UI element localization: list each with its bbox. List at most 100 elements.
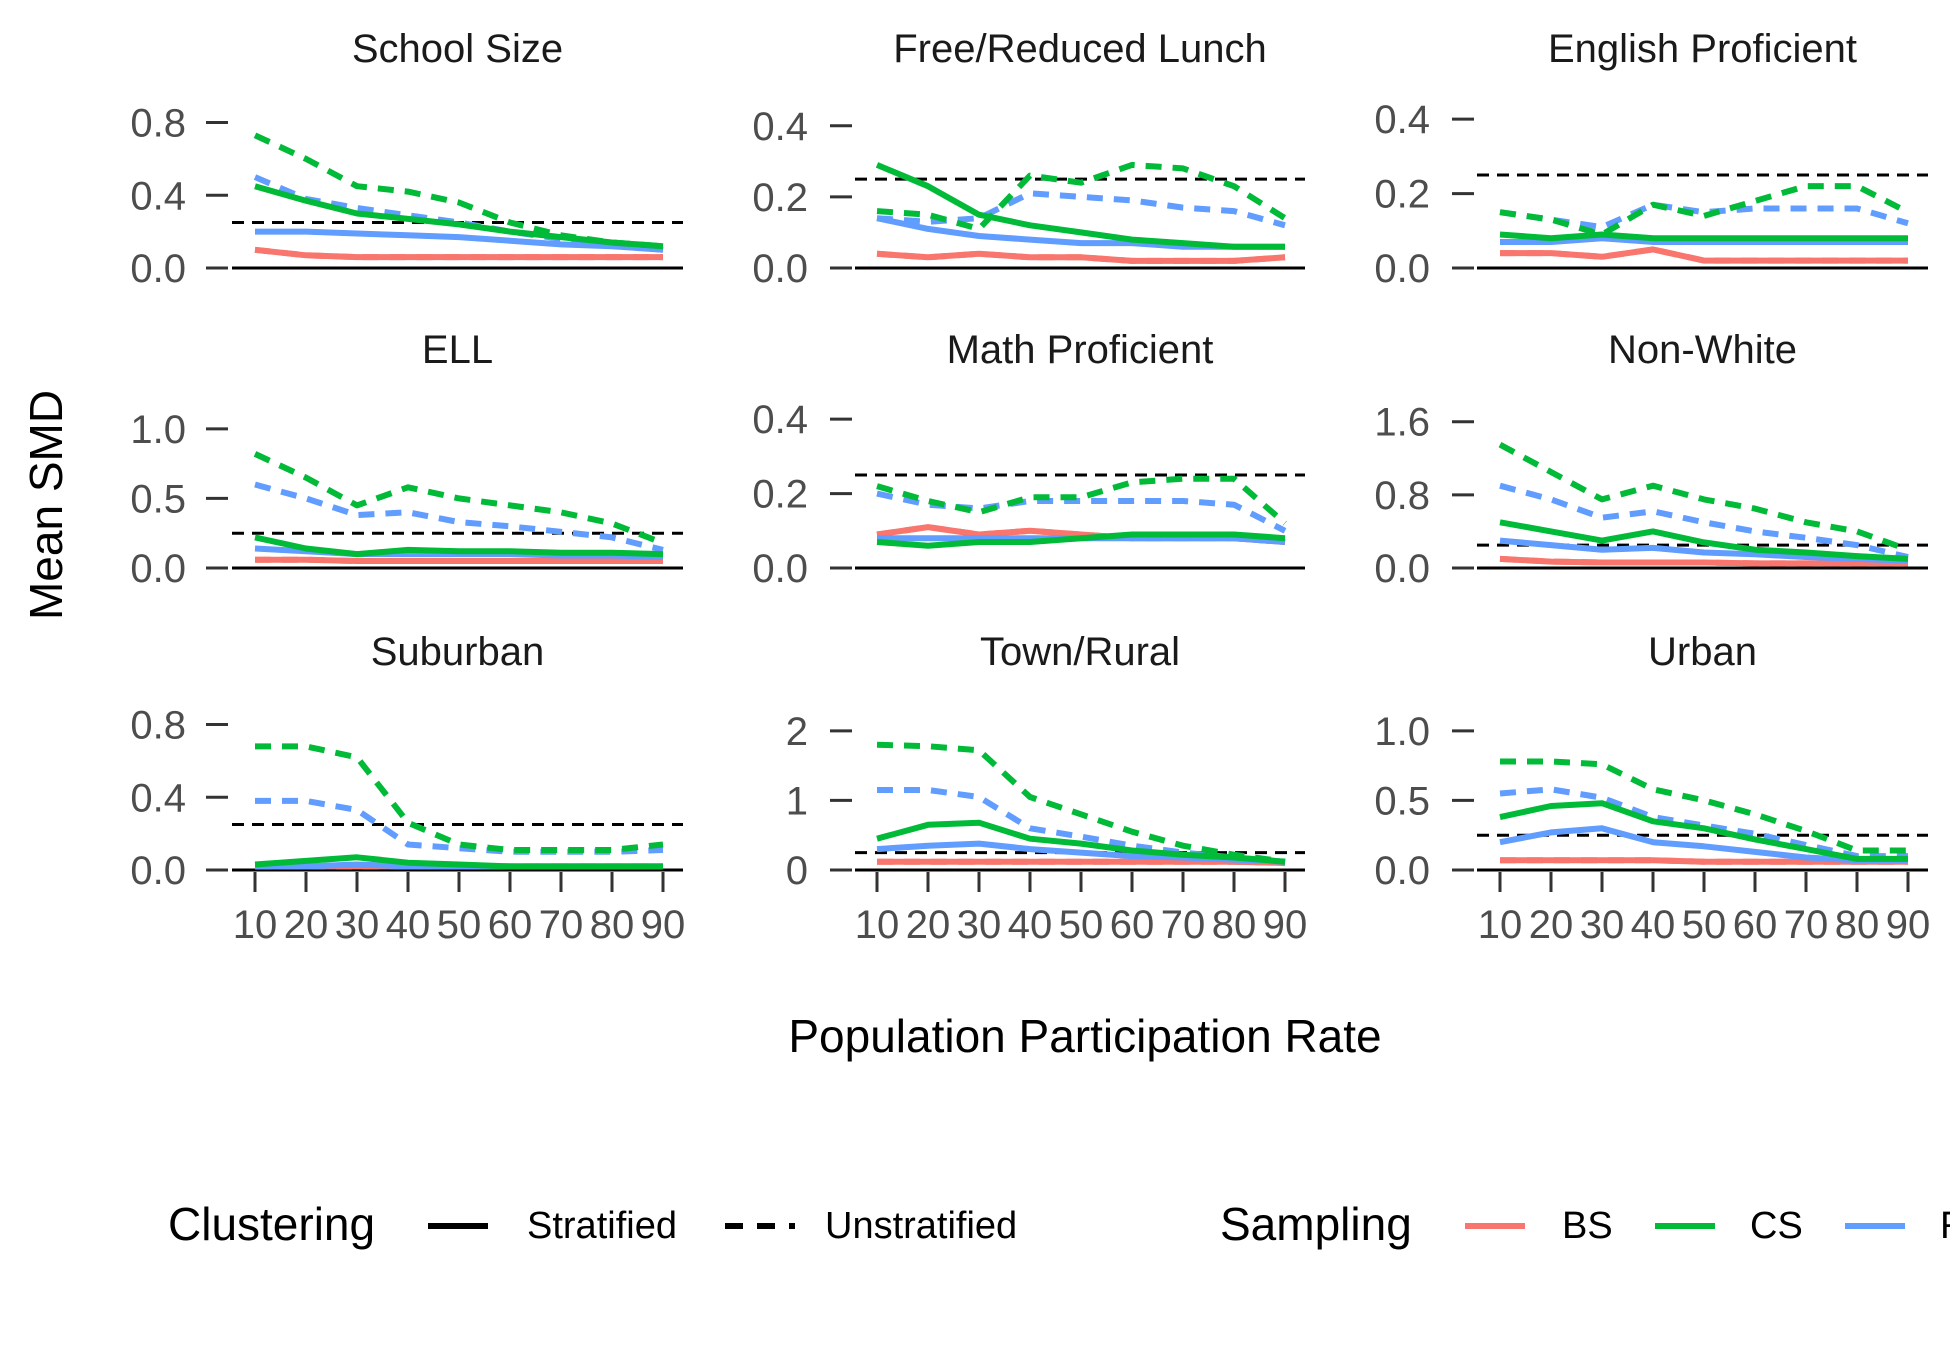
- series-cs-stratified: [254, 854, 663, 870]
- x-tick-label: 50: [1682, 903, 1727, 947]
- y-tick-label: 0.2: [752, 176, 808, 220]
- y-tick-label: 0.5: [1374, 779, 1430, 823]
- x-tick-label: 30: [335, 903, 380, 947]
- series-bs-unstratified: [1499, 555, 1908, 567]
- x-tick-label: 80: [590, 903, 635, 947]
- panel-free-reduced-lunch: Free/Reduced Lunch 0.0 0.2 0.4: [752, 27, 1305, 291]
- panel-title: English Proficient: [1548, 27, 1857, 71]
- y-tick-label: 0.5: [130, 477, 186, 521]
- x-tick-label: 30: [957, 903, 1002, 947]
- x-tick-label: 80: [1835, 903, 1880, 947]
- x-axis-title: Population Participation Rate: [788, 1010, 1381, 1062]
- panel-urban: Urban 0.0 0.5 1.0 10 20 30 40 50 60 70 80 90: [1374, 630, 1930, 947]
- panel-title: Urban: [1648, 630, 1757, 674]
- series-rs-unstratified: [255, 797, 664, 855]
- legend-title-clustering: Clustering: [168, 1198, 375, 1250]
- legend: Clustering Stratified Unstratified Sampl…: [168, 1198, 1950, 1250]
- panel-math-proficient: Math Proficient 0.0 0.2 0.4: [752, 328, 1305, 591]
- x-tick-label: 40: [1631, 903, 1676, 947]
- series-bs-unstratified: [876, 524, 1286, 545]
- series-rs-stratified: [1499, 537, 1909, 564]
- panel-title: ELL: [422, 328, 493, 372]
- y-tick-label: 0.4: [752, 105, 808, 149]
- series-cs-unstratified: [253, 451, 665, 546]
- y-tick-label: 0.2: [1374, 173, 1430, 217]
- panel-ell: ELL 0.0 0.5 1.0: [130, 328, 683, 591]
- series-rs-unstratified: [254, 481, 664, 553]
- series-rs-unstratified: [876, 490, 1287, 534]
- series-cs-stratified: [1499, 800, 1908, 862]
- y-tick-label: 0.8: [130, 102, 186, 146]
- panel-title: Suburban: [371, 630, 544, 674]
- series-bs-unstratified: [255, 556, 663, 564]
- x-tick-label: 90: [641, 903, 686, 947]
- x-tick-label: 60: [488, 903, 533, 947]
- panel-town-rural: Town/Rural 0 1 2 10 20 30 40 50 60 70 80 90: [786, 630, 1308, 947]
- y-tick-label: 0.0: [752, 547, 808, 591]
- panel-title: Town/Rural: [980, 630, 1180, 674]
- x-tick-label: 20: [1529, 903, 1574, 947]
- x-tick-label: 70: [1784, 903, 1829, 947]
- y-tick-label: 0.0: [1374, 547, 1430, 591]
- series-rs-unstratified: [1499, 786, 1908, 860]
- x-tick-label: 80: [1212, 903, 1257, 947]
- y-tick-label: 0.0: [130, 849, 186, 893]
- panel-title: School Size: [352, 27, 563, 71]
- y-tick-label: 1.0: [1374, 710, 1430, 754]
- series-cs-unstratified: [876, 161, 1287, 232]
- x-tick-label: 70: [539, 903, 584, 947]
- y-tick-label: 0.0: [130, 547, 186, 591]
- x-tick-label: 10: [855, 903, 900, 947]
- x-tick-label: 40: [1008, 903, 1053, 947]
- series-cs-unstratified: [255, 743, 664, 853]
- y-tick-label: 2: [786, 710, 808, 754]
- series-cs-unstratified: [1498, 441, 1910, 553]
- legend-label-r: R: [1940, 1205, 1950, 1247]
- series-cs-unstratified: [1499, 183, 1910, 238]
- series-bs-unstratified: [876, 250, 1286, 264]
- x-tick-label: 20: [284, 903, 329, 947]
- series-cs-stratified: [1499, 519, 1909, 562]
- x-tick-label: 20: [906, 903, 951, 947]
- legend-label-stratified: Stratified: [527, 1205, 677, 1247]
- y-tick-label: 0.4: [752, 398, 808, 442]
- series-cs-stratified: [876, 819, 1286, 865]
- x-tick-label: 70: [1161, 903, 1206, 947]
- legend-label-bs: BS: [1562, 1205, 1613, 1247]
- series-rs-stratified: [1499, 825, 1908, 864]
- panel-suburban: Suburban 0.0 0.4 0.8 10 20 30 40 50 60 70 80 90: [130, 630, 685, 947]
- y-tick-label: 0: [786, 849, 808, 893]
- panel-english-proficient: English Proficient 0.0 0.2 0.4: [1374, 27, 1928, 291]
- y-tick-label: 0.4: [130, 174, 186, 218]
- y-tick-label: 0.4: [130, 776, 186, 820]
- series-cs-unstratified: [876, 741, 1286, 865]
- series-cs-stratified: [254, 534, 664, 558]
- panel-title: Non-White: [1608, 328, 1797, 372]
- series-cs-stratified: [876, 531, 1286, 549]
- series-cs-unstratified: [1500, 758, 1908, 854]
- series-cs-unstratified: [876, 475, 1287, 526]
- legend-label-unstratified: Unstratified: [825, 1205, 1017, 1247]
- y-tick-label: 0.8: [130, 704, 186, 748]
- x-tick-label: 30: [1580, 903, 1625, 947]
- x-tick-label: 10: [1478, 903, 1523, 947]
- panel-school-size: School Size 0.0 0.4 0.8: [130, 27, 683, 291]
- x-tick-label: 10: [233, 903, 278, 947]
- y-tick-label: 0.0: [752, 247, 808, 291]
- series-cs-unstratified: [253, 132, 664, 250]
- y-tick-label: 0.0: [1374, 849, 1430, 893]
- y-axis-title: Mean SMD: [20, 390, 72, 620]
- series-bs-unstratified: [1500, 246, 1908, 264]
- x-tick-label: 60: [1733, 903, 1778, 947]
- y-tick-label: 0.0: [130, 247, 186, 291]
- series-cs-stratified: [875, 162, 1285, 250]
- panel-title: Math Proficient: [947, 328, 1214, 372]
- x-tick-label: 90: [1263, 903, 1308, 947]
- y-tick-label: 1.0: [130, 408, 186, 452]
- series-rs-stratified: [1500, 235, 1908, 245]
- x-tick-label: 40: [386, 903, 431, 947]
- series-cs-stratified: [1499, 231, 1908, 242]
- y-tick-label: 1: [786, 779, 808, 823]
- y-tick-label: 0.0: [1374, 247, 1430, 291]
